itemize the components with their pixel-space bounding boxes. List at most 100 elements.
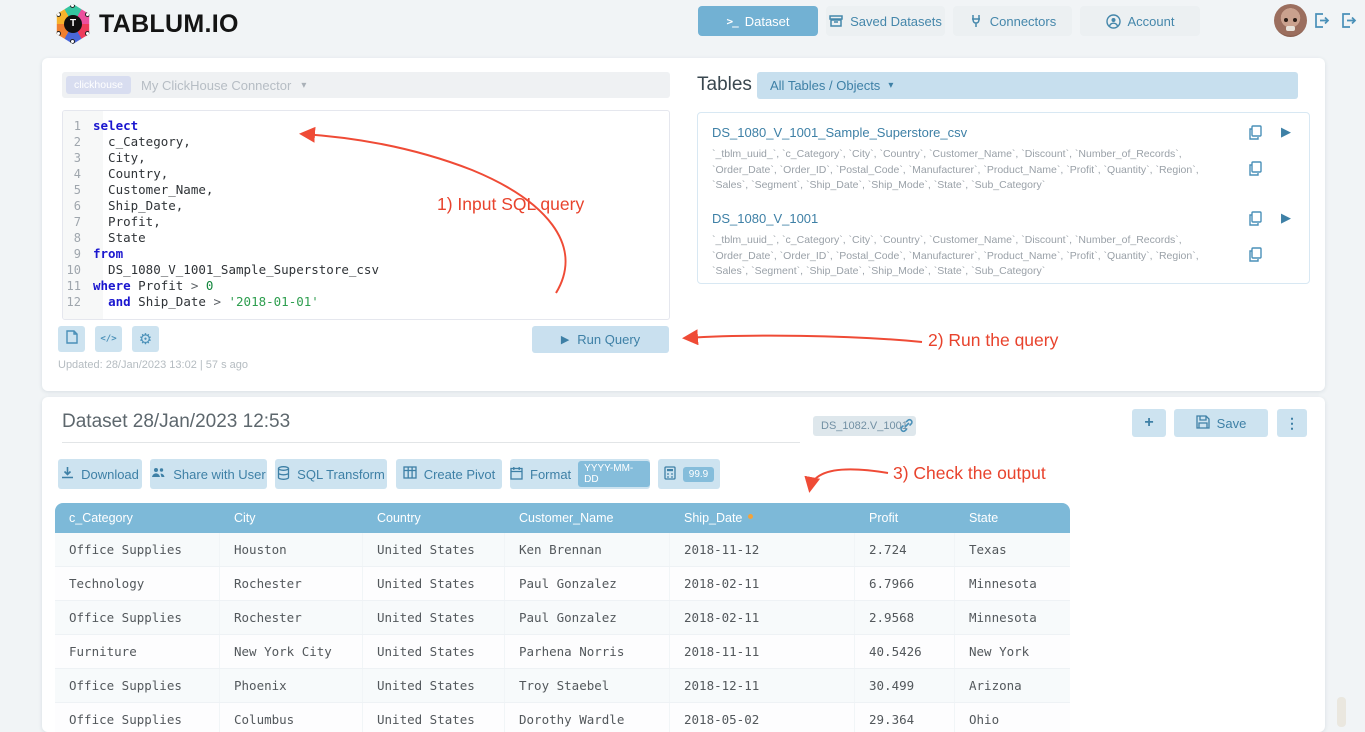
table-columns-list: `_tblm_uuid_`, `c_Category`, `City`, `Co…: [712, 148, 1199, 191]
nav-connectors-button[interactable]: Connectors: [953, 6, 1072, 36]
exit-app-icon[interactable]: [1340, 12, 1358, 30]
table-row[interactable]: Office Supplies Rochester United States Pau…: [55, 601, 1070, 635]
table-row[interactable]: Office Supplies Phoenix United States Troy …: [55, 669, 1070, 703]
table-cell: New York City: [220, 635, 363, 668]
add-dataset-button[interactable]: +: [1132, 409, 1166, 437]
line-number: 12: [66, 295, 81, 309]
terminal-icon: >_: [726, 14, 738, 28]
sql-line[interactable]: 10 DS_1080_V_1001_Sample_Superstore_csv: [63, 262, 669, 278]
table-cell: United States: [363, 567, 505, 600]
copy-table-name-icon[interactable]: [1248, 211, 1263, 231]
sql-token: where: [93, 278, 131, 293]
sql-editor[interactable]: 1 select 2 c_Category, 3 City, 4 Country, 5 C…: [62, 110, 670, 320]
table-cell: Office Supplies: [55, 703, 220, 732]
line-number: 7: [73, 215, 81, 229]
nav-account-button[interactable]: Account: [1080, 6, 1200, 36]
nav-dataset-label: Dataset: [744, 13, 790, 29]
page-scrollbar-thumb[interactable]: [1337, 697, 1346, 727]
tables-filter-dropdown[interactable]: All Tables / Objects ▾: [757, 72, 1298, 99]
copy-columns-icon[interactable]: [1248, 247, 1263, 267]
sql-line[interactable]: 8 State: [63, 230, 669, 246]
sql-line[interactable]: 4 Country,: [63, 166, 669, 182]
sql-token: Profit: [130, 278, 191, 293]
connector-selector[interactable]: clickhouse My ClickHouse Connector ▾: [62, 72, 670, 98]
share-with-user-button[interactable]: Share with User: [150, 459, 267, 489]
sql-token: Country,: [93, 166, 169, 181]
avatar[interactable]: [1274, 4, 1307, 37]
save-button[interactable]: Save: [1174, 409, 1268, 437]
sql-line[interactable]: 6 Ship_Date,: [63, 198, 669, 214]
table-grid-icon: [403, 466, 417, 482]
column-header-State[interactable]: State: [955, 503, 1070, 533]
line-number: 5: [73, 183, 81, 197]
table-cell: Columbus: [220, 703, 363, 732]
sql-line[interactable]: 3 City,: [63, 150, 669, 166]
database-icon: [277, 465, 290, 483]
column-header-Profit[interactable]: Profit: [855, 503, 955, 533]
last-updated-status: Updated: 28/Jan/2023 13:02 | 57 s ago: [58, 359, 249, 371]
sql-line[interactable]: 5 Customer_Name,: [63, 182, 669, 198]
new-query-button[interactable]: [58, 326, 85, 352]
sql-line[interactable]: 12 and Ship_Date > '2018-01-01': [63, 294, 669, 310]
query-table-icon[interactable]: ▶: [1281, 124, 1291, 139]
dataset-title[interactable]: Dataset 28/Jan/2023 12:53: [62, 411, 291, 432]
column-header-Ship_Date[interactable]: Ship_Date: [670, 503, 855, 533]
download-button[interactable]: Download: [58, 459, 142, 489]
sign-out-icon[interactable]: [1313, 12, 1331, 30]
sql-line[interactable]: 2 c_Category,: [63, 134, 669, 150]
query-settings-button[interactable]: ⚙: [132, 326, 159, 352]
number-precision-button[interactable]: 99.9: [658, 459, 720, 489]
brand-logo[interactable]: T TABLUM.IO: [55, 4, 239, 44]
create-pivot-button[interactable]: Create Pivot: [396, 459, 502, 489]
code-icon: </>: [100, 334, 117, 344]
column-header-label: c_Category: [69, 511, 133, 525]
code-view-button[interactable]: </>: [95, 326, 122, 352]
sql-transform-label: SQL Transform: [297, 466, 385, 482]
table-cell: United States: [363, 635, 505, 668]
table-name-link[interactable]: DS_1080_V_1001_Sample_Superstore_csv: [712, 125, 968, 140]
nav-dataset-button[interactable]: >_ Dataset: [698, 6, 818, 36]
table-cell: 2.9568: [855, 601, 955, 634]
table-row[interactable]: Technology Rochester United States Paul Gon…: [55, 567, 1070, 601]
file-icon: [65, 329, 78, 349]
annotation-step1: 1) Input SQL query: [437, 194, 585, 214]
table-name-link[interactable]: DS_1080_V_1001: [712, 211, 819, 226]
nav-saved-datasets-button[interactable]: Saved Datasets: [826, 6, 945, 36]
column-header-label: Customer_Name: [519, 511, 614, 525]
line-number: 10: [66, 263, 81, 277]
line-number: 11: [66, 279, 81, 293]
sql-line[interactable]: 9 from: [63, 246, 669, 262]
download-icon: [61, 466, 74, 482]
link-icon[interactable]: [898, 417, 915, 439]
line-number: 3: [73, 151, 81, 165]
sql-line[interactable]: 1 select: [63, 118, 669, 134]
nav-connectors-label: Connectors: [989, 13, 1057, 29]
date-format-button[interactable]: Format YYYY-MM-DD: [510, 459, 650, 489]
query-table-icon[interactable]: ▶: [1281, 210, 1291, 225]
table-row[interactable]: Office Supplies Houston United States Ken B…: [55, 533, 1070, 567]
table-cell: 2018-11-11: [670, 635, 855, 668]
column-header-Country[interactable]: Country: [363, 503, 505, 533]
copy-columns-icon[interactable]: [1248, 161, 1263, 181]
sql-token: DS_1080_V_1001_Sample_Superstore_csv: [93, 262, 379, 277]
column-header-c_Category[interactable]: c_Category: [55, 503, 220, 533]
run-query-button[interactable]: ▶ Run Query: [532, 326, 669, 353]
copy-table-name-icon[interactable]: [1248, 125, 1263, 145]
table-cell: Rochester: [220, 567, 363, 600]
table-cell: 2018-02-11: [670, 601, 855, 634]
table-cell: United States: [363, 601, 505, 634]
column-header-Customer_Name[interactable]: Customer_Name: [505, 503, 670, 533]
column-header-City[interactable]: City: [220, 503, 363, 533]
sql-line[interactable]: 11 where Profit > 0: [63, 278, 669, 294]
table-row[interactable]: Furniture New York City United States Parhe…: [55, 635, 1070, 669]
run-query-label: Run Query: [577, 332, 641, 347]
dataset-title-underline: [62, 442, 800, 443]
table-cell: Office Supplies: [55, 533, 220, 566]
person-icon: [1105, 13, 1121, 29]
sql-line[interactable]: 7 Profit,: [63, 214, 669, 230]
results-table: c_Category City Country Customer_Name Ship_D…: [55, 503, 1070, 732]
sql-transform-button[interactable]: SQL Transform: [275, 459, 387, 489]
table-row[interactable]: Office Supplies Columbus United States Doro…: [55, 703, 1070, 732]
more-options-button[interactable]: ⋮: [1277, 409, 1307, 437]
nav-saved-datasets-label: Saved Datasets: [850, 13, 942, 29]
